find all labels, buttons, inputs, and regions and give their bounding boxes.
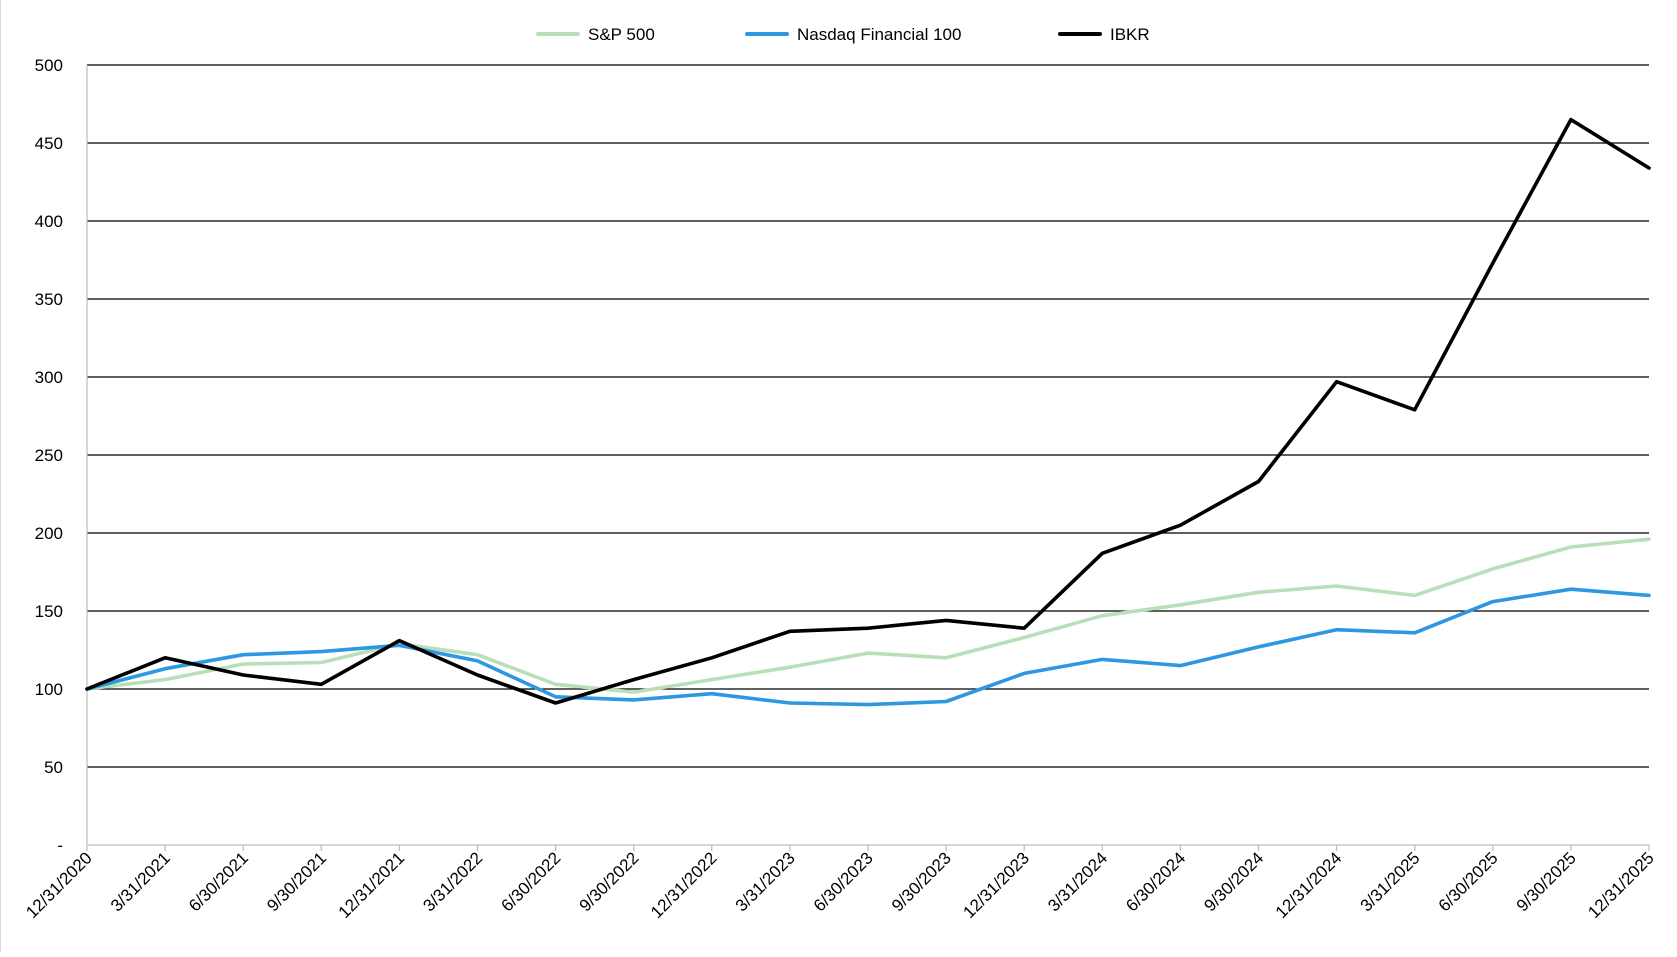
x-tick-label: 12/31/2024 xyxy=(1272,848,1346,922)
x-tick-label: 6/30/2024 xyxy=(1122,848,1189,915)
y-tick-label: - xyxy=(57,836,63,855)
y-tick-label: 400 xyxy=(35,212,63,231)
series-line-2 xyxy=(85,117,1651,705)
x-tick-label: 9/30/2021 xyxy=(263,848,330,915)
x-tick-label: 12/31/2025 xyxy=(1584,848,1658,922)
y-tick-label: 150 xyxy=(35,602,63,621)
legend: S&P 500 Nasdaq Financial 100 IBKR xyxy=(536,25,1150,44)
x-tick-label: 9/30/2025 xyxy=(1513,848,1580,915)
y-tick-label: 350 xyxy=(35,290,63,309)
x-tick-label: 3/31/2021 xyxy=(107,848,174,915)
y-tick-label: 450 xyxy=(35,134,63,153)
x-tick-label: 12/31/2022 xyxy=(647,848,721,922)
legend-label: IBKR xyxy=(1110,25,1150,44)
y-tick-label: 50 xyxy=(44,758,63,777)
x-axis-tick-labels: 12/31/2020 3/31/2021 6/30/2021 9/30/2021 12/… xyxy=(22,848,1658,922)
x-tick-label: 12/31/2021 xyxy=(335,848,409,922)
x-tick-label: 3/31/2024 xyxy=(1044,848,1111,915)
series-line-0 xyxy=(85,537,1651,694)
series-lines xyxy=(85,117,1651,707)
x-tick-label: 12/31/2020 xyxy=(22,848,96,922)
x-tick-label: 9/30/2022 xyxy=(576,848,643,915)
x-tick-label: 9/30/2023 xyxy=(888,848,955,915)
x-tick-label: 3/31/2022 xyxy=(419,848,486,915)
x-tick-label: 6/30/2022 xyxy=(498,848,565,915)
y-tick-label: 100 xyxy=(35,680,63,699)
y-tick-label: 300 xyxy=(35,368,63,387)
x-tick-label: 3/31/2023 xyxy=(732,848,799,915)
x-tick-label: 9/30/2024 xyxy=(1200,848,1267,915)
y-tick-label: 250 xyxy=(35,446,63,465)
y-axis-tick-labels: - 50 100 150 200 250 300 350 400 450 500 xyxy=(35,56,63,855)
x-tick-label: 6/30/2021 xyxy=(185,848,252,915)
y-tick-label: 500 xyxy=(35,56,63,75)
legend-label: S&P 500 xyxy=(588,25,655,44)
x-tick-label: 6/30/2025 xyxy=(1435,848,1502,915)
legend-label: Nasdaq Financial 100 xyxy=(797,25,961,44)
gridlines xyxy=(87,64,1649,768)
y-tick-label: 200 xyxy=(35,524,63,543)
x-tick-label: 6/30/2023 xyxy=(810,848,877,915)
series-line-1 xyxy=(85,587,1651,707)
x-tick-label: 3/31/2025 xyxy=(1357,848,1424,915)
x-tick-label: 12/31/2023 xyxy=(959,848,1033,922)
axes xyxy=(86,65,1650,851)
